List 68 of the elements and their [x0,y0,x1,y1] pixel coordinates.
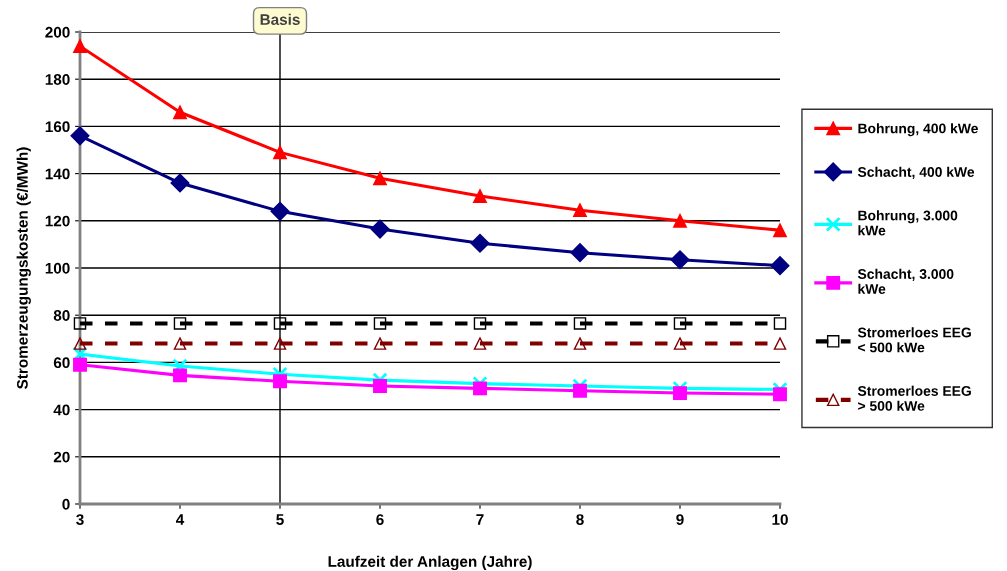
point [373,379,387,393]
y-tick-label: 200 [45,26,70,38]
point [270,201,290,221]
point [373,337,387,350]
point [73,317,87,330]
legend-label: Stromerloes EEG > 500 kWe [857,385,971,411]
x-tick-label: 5 [276,514,284,525]
point [73,337,87,350]
y-tick-label: 20 [53,451,70,463]
point [373,171,387,186]
point [73,39,87,54]
legend-label: Schacht, 400 kWe [857,166,975,179]
point [273,145,287,160]
point [370,219,390,239]
point [773,387,787,402]
legend-label: Bohrung, 400 kWe [858,123,978,137]
point [773,337,787,350]
x-tick-label: 7 [476,514,484,525]
point [470,233,490,253]
x-tick-label: 8 [576,514,584,525]
y-tick-label: 80 [53,310,70,321]
point [373,317,387,330]
y-tick-label: 140 [45,168,70,180]
x-tick-label: 9 [676,514,684,525]
point [273,337,287,350]
legend-label: Schacht, 3.000 kWe [857,268,954,294]
point [673,213,687,228]
y-tick-label: 0 [62,498,70,510]
point [573,337,587,350]
point [173,105,187,120]
point [70,126,90,146]
x-axis-title: Laufzeit der Anlagen (Jahre) [328,555,532,571]
point [773,317,787,330]
point [570,243,590,263]
point [73,357,87,372]
point [173,337,187,350]
y-tick-label: 60 [53,357,70,369]
point [673,386,687,401]
point [673,317,687,330]
point [173,368,187,383]
point [673,337,687,350]
point [573,383,587,398]
y-tick-label: 40 [53,404,70,416]
point [573,317,587,330]
ref-line-label: Basis [260,13,300,25]
point [473,189,487,203]
y-tick-label: 120 [45,215,70,227]
point [273,374,287,389]
y-axis-title: Stromerzeugungskosten (€/MWh) [16,147,31,389]
point [573,203,587,218]
y-tick-label: 160 [45,121,70,133]
point [473,317,487,330]
point [473,337,487,350]
point [773,223,787,238]
point [770,256,790,276]
point [670,250,690,270]
x-tick-label: 10 [772,514,788,525]
point [173,317,187,330]
point [473,381,487,396]
y-tick-label: 100 [45,262,70,274]
point [170,173,190,193]
legend-label: Stromerloes EEG < 500 kWe [857,327,971,353]
y-tick-label: 180 [45,74,70,85]
x-tick-label: 3 [76,514,84,525]
x-tick-label: 6 [376,514,384,525]
point [273,317,287,330]
x-tick-label: 4 [175,514,185,525]
legend-label: Bohrung, 3.000 kWe [858,210,958,236]
